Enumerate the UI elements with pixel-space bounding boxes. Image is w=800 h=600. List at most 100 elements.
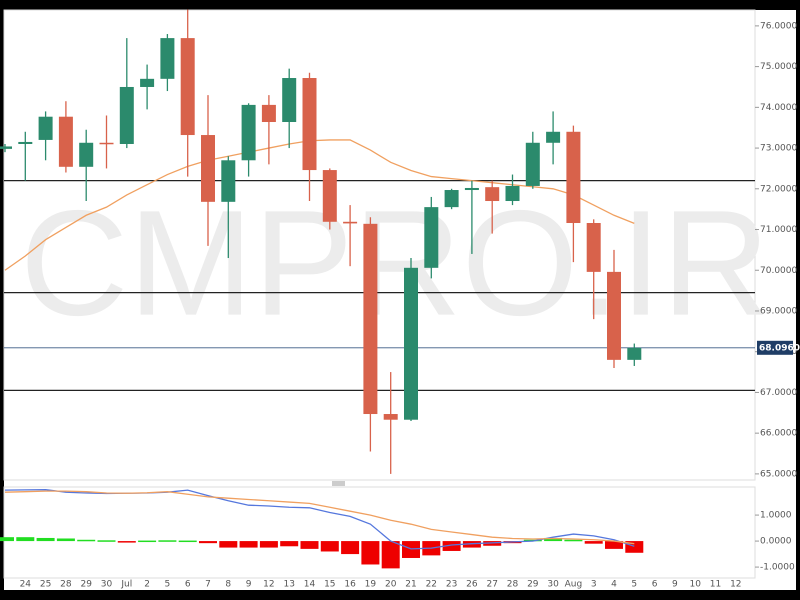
x-tick-label: 6 — [185, 580, 191, 590]
candle-body — [464, 187, 479, 191]
histogram-bar — [381, 541, 400, 569]
histogram-bar — [361, 541, 380, 565]
histogram-bar — [584, 541, 603, 544]
histogram-bar — [219, 541, 238, 548]
x-tick-label: 23 — [446, 580, 457, 590]
x-tick-label: 22 — [426, 580, 437, 590]
x-tick-label: 11 — [710, 580, 721, 590]
x-tick-label: 12 — [730, 580, 741, 590]
candle-body — [566, 131, 581, 224]
y-tick-label: 72.0000 — [760, 184, 797, 194]
histogram-bar — [199, 541, 217, 544]
y-tick-label: 0.0000 — [760, 537, 792, 547]
candle-body — [424, 207, 439, 268]
y-tick-label: 74.0000 — [760, 103, 797, 113]
x-tick-label: 16 — [344, 580, 356, 590]
candle-body — [444, 190, 459, 208]
x-tick-label: 21 — [405, 580, 416, 590]
candle-body — [160, 38, 175, 79]
x-tick-label: 25 — [40, 580, 51, 590]
histogram-bar — [138, 540, 157, 543]
candle-body — [586, 223, 601, 272]
histogram-bar — [77, 539, 96, 542]
histogram-bar — [16, 537, 35, 542]
x-tick-label: 9 — [246, 580, 252, 590]
candle-body — [180, 38, 195, 136]
histogram-bar — [280, 541, 299, 547]
candle-body — [322, 170, 337, 222]
x-tick-label: 3 — [591, 580, 597, 590]
x-tick-label: 12 — [263, 580, 274, 590]
candle-body — [0, 146, 12, 149]
candle-body — [525, 142, 540, 186]
x-tick-label: 29 — [527, 580, 539, 590]
y-tick-label: 65.0000 — [760, 469, 797, 479]
candle-body — [79, 142, 94, 167]
histogram-bar — [320, 541, 339, 552]
y-tick-label: 71.0000 — [760, 225, 797, 235]
y-tick-label: 73.0000 — [760, 144, 797, 154]
candle-body — [363, 223, 378, 415]
candle-body — [404, 267, 418, 420]
y-tick-label: 1.0000 — [760, 511, 792, 521]
candle-body — [505, 185, 520, 202]
x-tick-label: Jul — [120, 580, 132, 590]
histogram-bar — [259, 541, 278, 548]
histogram-bar — [442, 541, 461, 551]
x-tick-label: 30 — [547, 580, 559, 590]
x-tick-label: 28 — [60, 580, 72, 590]
histogram-bar — [36, 537, 55, 542]
histogram-bar — [564, 539, 583, 542]
candle-body — [302, 78, 317, 171]
candle-body — [241, 104, 256, 161]
last-price-label: 68.0960 — [759, 343, 800, 353]
x-tick-label: 9 — [672, 580, 678, 590]
histogram-bar — [117, 541, 136, 543]
candle-body — [343, 221, 358, 224]
panel-handle[interactable] — [332, 481, 345, 486]
indicator-line — [4, 490, 635, 545]
candle-body — [58, 116, 73, 167]
x-tick-label: 30 — [101, 580, 113, 590]
x-tick-label: 14 — [304, 580, 316, 590]
histogram-bar — [158, 540, 177, 542]
x-tick-label: 13 — [283, 580, 294, 590]
histogram-bar — [178, 540, 197, 543]
x-tick-label: 4 — [611, 580, 617, 590]
x-tick-label: 28 — [507, 580, 519, 590]
x-tick-label: 20 — [385, 580, 397, 590]
candle-body — [383, 414, 398, 420]
histogram-bar — [605, 541, 623, 549]
y-tick-label: 76.0000 — [760, 21, 797, 31]
histogram-bar — [544, 537, 563, 542]
x-tick-label: 24 — [20, 580, 32, 590]
candle-body — [607, 271, 621, 360]
candle-body — [221, 160, 236, 202]
x-tick-label: 10 — [689, 580, 701, 590]
x-tick-label: 19 — [365, 580, 377, 590]
histogram-bar — [300, 541, 319, 549]
watermark: CMPRO.IR — [20, 179, 770, 347]
y-tick-label: -1.0000 — [760, 563, 795, 573]
x-tick-label: 15 — [324, 580, 335, 590]
candle-body — [261, 104, 276, 123]
x-tick-label: 8 — [225, 580, 231, 590]
candle-body — [201, 135, 215, 202]
histogram-bar — [625, 541, 644, 553]
x-tick-label: 29 — [80, 580, 92, 590]
candle-body — [546, 131, 561, 143]
last-price-box — [757, 340, 793, 355]
histogram-bar — [239, 541, 258, 548]
moving-average — [4, 139, 635, 271]
y-tick-label: 67.0000 — [760, 388, 797, 398]
x-tick-label: 7 — [205, 580, 211, 590]
candle-body — [38, 116, 53, 140]
y-tick-label: 75.0000 — [760, 62, 797, 72]
y-tick-label: 69.0000 — [760, 306, 797, 316]
x-tick-label: 26 — [466, 580, 478, 590]
histogram-bar — [0, 537, 14, 542]
y-tick-label: 70.0000 — [760, 266, 797, 276]
candle-body — [119, 86, 134, 144]
candle-body — [18, 141, 33, 144]
